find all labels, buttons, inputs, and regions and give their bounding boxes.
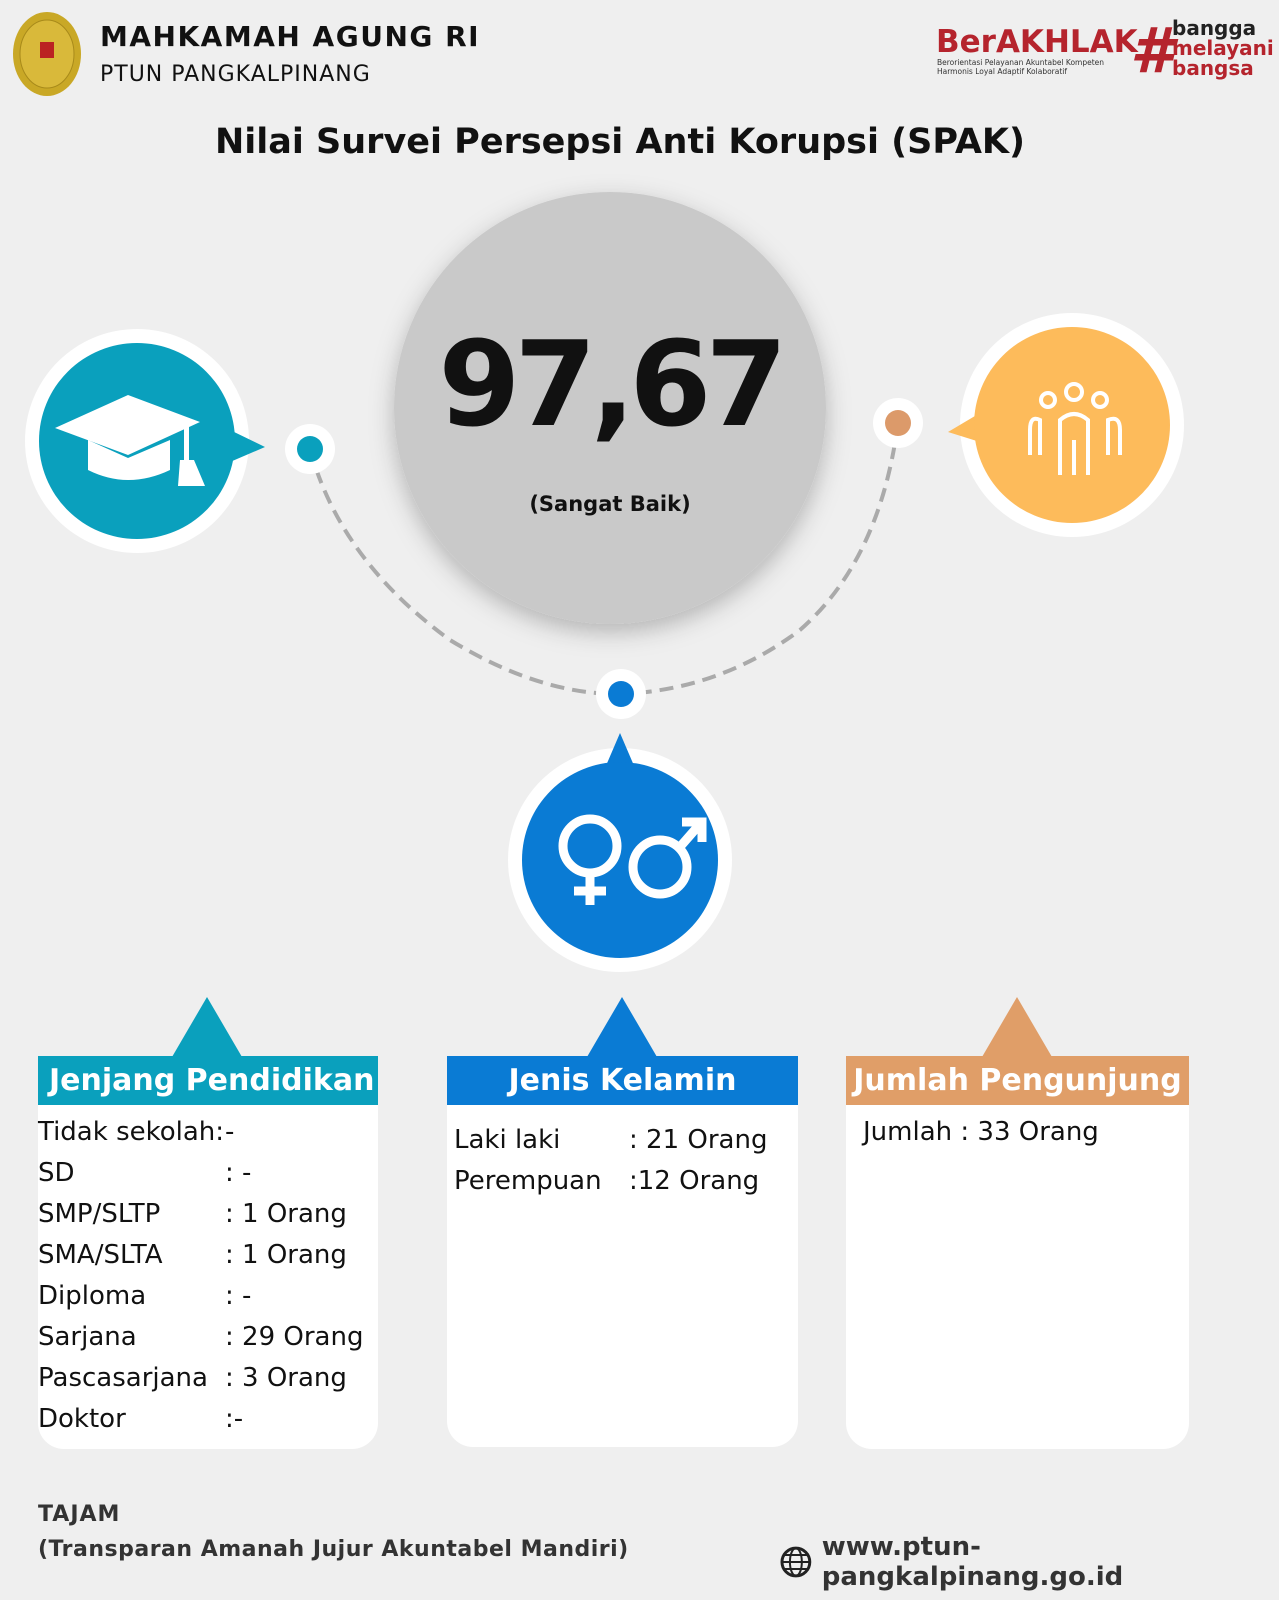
item-value: : - <box>225 1158 252 1188</box>
list-item: Sarjana : 29 Orang <box>38 1317 363 1358</box>
visitors-count: Jumlah : 33 Orang <box>863 1117 1099 1147</box>
hashtag-icon: # <box>1130 14 1174 87</box>
bangga-1: bangga <box>1172 16 1257 40</box>
item-label: Laki laki <box>454 1125 561 1155</box>
bangga-2: melayani <box>1172 36 1274 60</box>
page-title: Nilai Survei Persepsi Anti Korupsi (SPAK… <box>214 122 1026 162</box>
item-label: Tidak sekolah: <box>38 1117 225 1147</box>
motto: TAJAM <box>38 1502 121 1527</box>
score-value: 97,67 <box>438 315 787 453</box>
gender-list: Laki laki : 21 Orang Perempuan :12 Orang <box>454 1120 767 1202</box>
item-value: : 21 Orang <box>629 1125 768 1155</box>
berakhlak-sub1: Berorientasi Pelayanan Akuntabel Kompete… <box>937 58 1105 67</box>
bangga-3: bangsa <box>1172 56 1254 80</box>
score-predicate: (Sangat Baik) <box>529 492 691 516</box>
gender-circle <box>508 733 732 972</box>
education-list: Tidak sekolah: - SD: - SMP/SLTP: 1 Orang SM… <box>38 1112 363 1440</box>
item-label: SD <box>38 1158 75 1188</box>
item-label: Doktor <box>38 1404 126 1434</box>
item-label: Diploma <box>38 1281 147 1311</box>
education-circle <box>25 329 265 553</box>
org-name: MAHKAMAH AGUNG RI <box>100 20 481 53</box>
visitors-title: Jumlah Pengunjung <box>846 1056 1189 1105</box>
seal-logo <box>13 12 81 96</box>
unit-name: PTUN PANGKALPINANG <box>100 62 371 87</box>
gender-card: Jenis Kelamin Laki laki : 21 Orang Perempu… <box>447 1056 798 1447</box>
website-link[interactable]: www.ptun-pangkalpinang.go.id <box>821 1532 1124 1592</box>
berakhlak-subtitle: Berorientasi Pelayanan Akuntabel Kompete… <box>937 58 1104 76</box>
item-value: : 3 Orang <box>225 1363 347 1393</box>
globe-icon <box>780 1546 812 1578</box>
berakhlak-sub2: Harmonis Loyal Adaptif Kolaboratif <box>937 67 1068 76</box>
education-card: Jenjang Pendidikan Tidak sekolah: - SD : -… <box>38 1056 378 1449</box>
gender-title: Jenis Kelamin <box>447 1056 798 1105</box>
education-pointer <box>172 997 242 1057</box>
motto-full: (Transparan Amanah Jujur Akuntabel Mandi… <box>38 1537 629 1562</box>
berakhlak-logo: BerAKHLAK <box>936 24 1138 60</box>
people-icon <box>1028 382 1122 475</box>
list-item: Pascasarjana : 3 Orang <box>38 1358 363 1399</box>
list-item: Diploma : - <box>38 1276 363 1317</box>
visitors-card: Jumlah Pengunjung Jumlah : 33 Orang <box>846 1056 1189 1449</box>
item-value: :12 Orang <box>629 1166 760 1196</box>
gender-pointer <box>587 997 657 1057</box>
bangga-melayani-logo: bangga melayani bangsa <box>1172 18 1274 78</box>
item-value: : 29 Orang <box>225 1322 364 1352</box>
list-item: SMA/SLTA : 1 Orang <box>38 1235 363 1276</box>
item-value: : 1 Orang <box>225 1240 347 1270</box>
graduation-cap-icon <box>55 395 205 486</box>
list-item: SD : - <box>38 1153 363 1194</box>
list-item: Doktor :- <box>38 1399 363 1440</box>
item-value: :- <box>225 1404 244 1434</box>
item-label: Sarjana <box>38 1322 137 1352</box>
list-item: Tidak sekolah: - <box>38 1112 363 1153</box>
item-value: : 1 Orang <box>225 1199 347 1229</box>
item-label: Pascasarjana <box>38 1363 208 1393</box>
visitors-pointer <box>982 997 1052 1057</box>
score-circle <box>394 192 826 624</box>
list-item: Laki laki : 21 Orang <box>454 1120 767 1161</box>
item-label: SMP/SLTP <box>38 1199 161 1229</box>
item-label: SMA/SLTA <box>38 1240 163 1270</box>
education-title: Jenjang Pendidikan <box>38 1056 378 1105</box>
list-item: SMP/SLTP : 1 Orang <box>38 1194 363 1235</box>
website[interactable]: www.ptun-pangkalpinang.go.id <box>780 1532 1279 1592</box>
item-label: Perempuan <box>454 1166 602 1196</box>
people-circle <box>948 313 1184 537</box>
gender-icon <box>558 814 707 905</box>
item-value: : - <box>225 1281 252 1311</box>
list-item: Perempuan :12 Orang <box>454 1161 767 1202</box>
item-value: - <box>225 1117 235 1147</box>
